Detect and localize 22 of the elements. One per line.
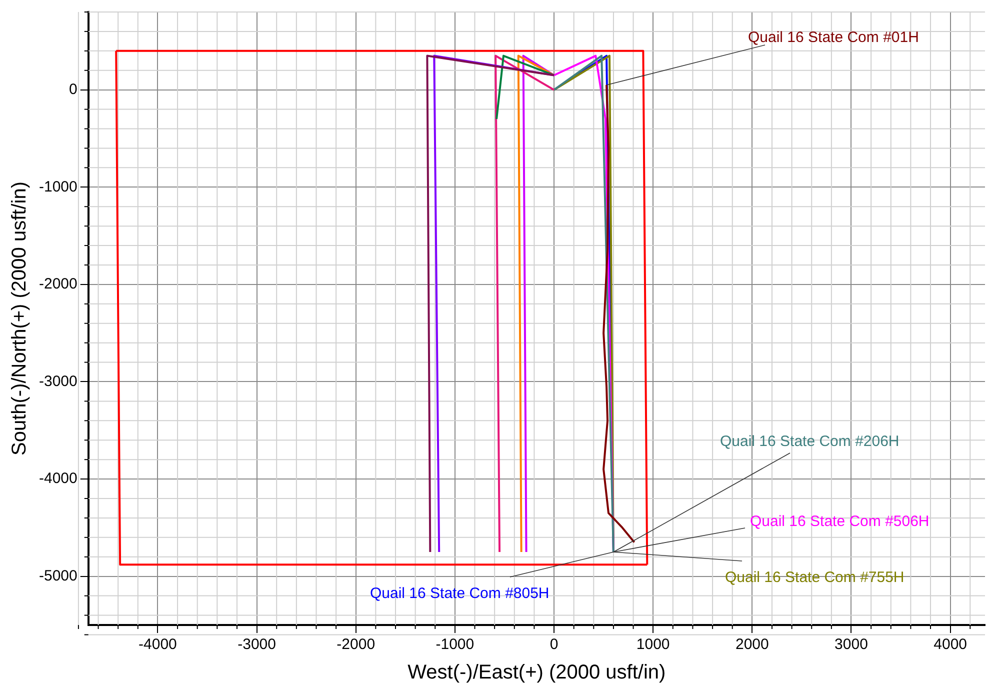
y-tick-label: -4000 xyxy=(38,470,78,488)
x-tick-label: 4000 xyxy=(934,636,968,654)
x-tick-label: -3000 xyxy=(238,636,276,654)
y-tick-label: -2000 xyxy=(38,276,78,293)
y-tick-label: -1000 xyxy=(38,178,78,196)
y-tick-label: -3000 xyxy=(38,372,78,390)
x-tick-label: -4000 xyxy=(138,636,177,654)
y-tick-label: 0 xyxy=(69,80,78,98)
text: Quail 16 State Com #01H xyxy=(748,29,919,46)
x-tick-label: -1000 xyxy=(436,636,474,654)
y-axis-title: South(-)/North(+) (2000 usft/in) xyxy=(8,182,31,456)
x-axis-title: West(-)/East(+) (2000 usft/in) xyxy=(408,662,666,684)
text: Quail 16 State Com #506H xyxy=(750,513,930,530)
y-tick-label: -5000 xyxy=(38,567,78,584)
x-tick-label: 3000 xyxy=(834,636,868,654)
x-tick-label: 2000 xyxy=(735,636,769,654)
x-tick-label: -2000 xyxy=(336,636,376,654)
text: Quail 16 State Com #755H xyxy=(725,569,904,586)
x-tick-label: 0 xyxy=(550,636,558,654)
text: Quail 16 State Com #805H xyxy=(370,585,550,602)
text: Quail 16 State Com #206H xyxy=(720,433,900,450)
x-tick-label: 1000 xyxy=(636,636,670,654)
